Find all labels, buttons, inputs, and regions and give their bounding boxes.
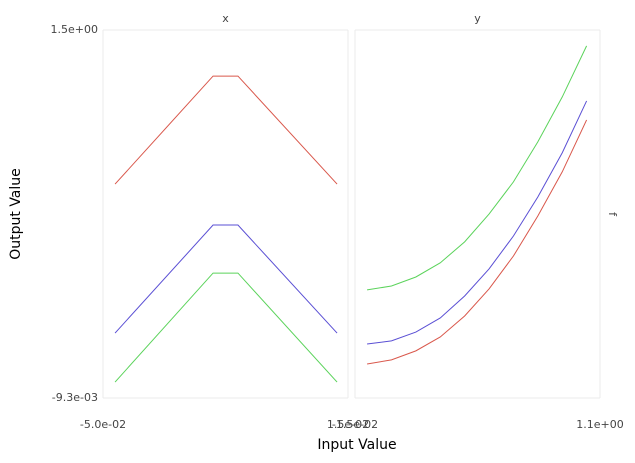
panel-title: x: [222, 12, 229, 25]
panel-title: y: [474, 12, 481, 25]
x-tick-label: -1.5e-02: [332, 418, 378, 431]
line: [114, 224, 338, 334]
x-tick-label: 1.1e+00: [576, 418, 623, 431]
row-strip: f: [606, 212, 619, 217]
line: [367, 100, 588, 345]
y-axis-label: Output Value: [8, 168, 24, 260]
line: [114, 75, 338, 185]
y-tick-label: -9.3e-03: [52, 391, 98, 404]
x-axis-label: Input Value: [317, 437, 396, 453]
x-tick-label: 1.5e-02: [327, 418, 369, 431]
line: [114, 272, 338, 383]
y-tick-label: 1.5e+00: [51, 23, 98, 36]
line: [367, 45, 588, 291]
x-tick-label: -5.0e-02: [80, 418, 126, 431]
line: [367, 119, 588, 365]
